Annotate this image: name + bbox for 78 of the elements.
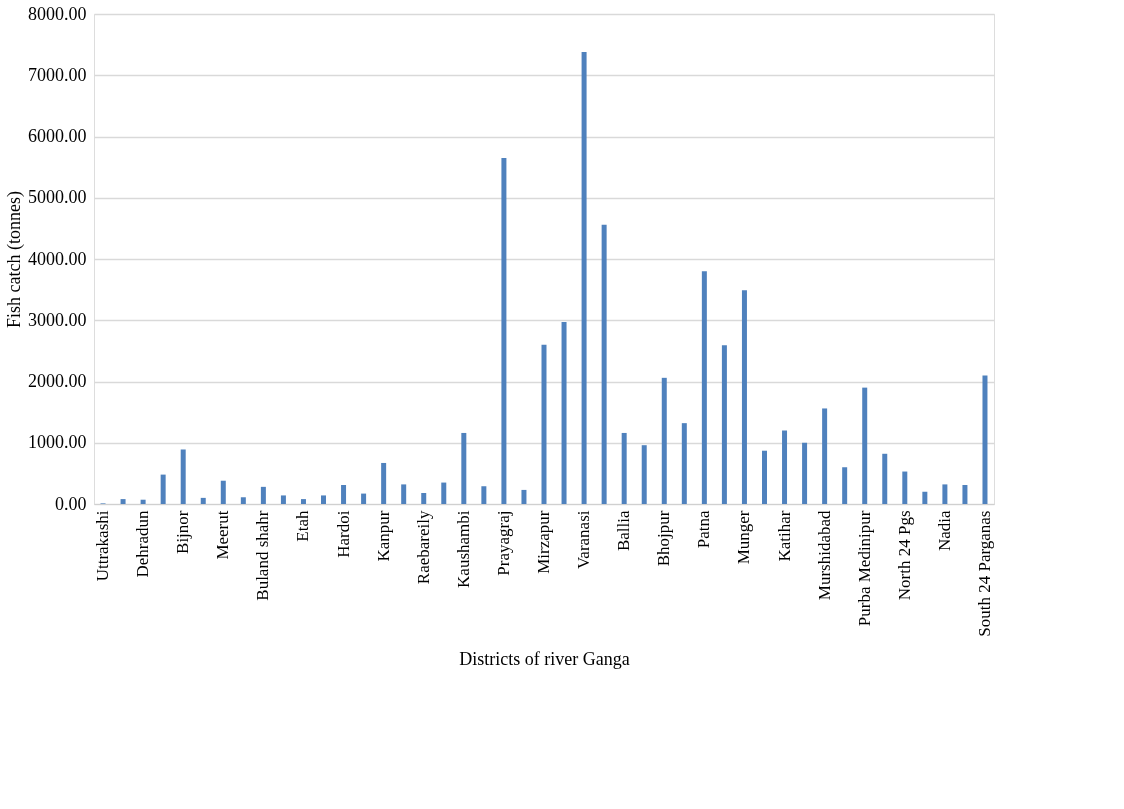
bar (160, 474, 166, 504)
bar (220, 480, 226, 504)
bar (321, 495, 327, 504)
x-tick-label: Kaushambi (453, 510, 473, 588)
y-tick-label: 5000.00 (28, 187, 87, 208)
bar (701, 271, 707, 504)
x-tick-label: North 24 Pgs (894, 510, 914, 601)
y-tick-label: 7000.00 (28, 64, 87, 85)
bar (601, 224, 607, 504)
bar (501, 157, 507, 504)
bar (782, 430, 788, 504)
bar (300, 499, 306, 504)
bar (401, 484, 407, 504)
bar (441, 482, 447, 504)
bar (621, 432, 627, 504)
bar (681, 423, 687, 504)
bar (641, 445, 647, 504)
bar (822, 408, 828, 504)
x-tick-label: Murshidabad (814, 510, 834, 601)
y-tick-label: 6000.00 (28, 126, 87, 146)
bar (802, 442, 808, 504)
bar (842, 467, 848, 504)
y-tick-label: 8000.00 (28, 3, 87, 24)
bar (741, 290, 747, 504)
x-tick-label: Kanpur (373, 510, 393, 562)
x-tick-label: Purba Medinipur (854, 510, 874, 627)
bar (721, 345, 727, 504)
y-tick-label: 1000.00 (28, 432, 87, 453)
bar (361, 493, 367, 504)
bar (341, 485, 347, 504)
x-tick-label: Meerut (213, 510, 233, 560)
x-tick-label: South 24 Parganas (974, 510, 994, 637)
bar (481, 486, 487, 504)
bar (761, 450, 767, 504)
x-tick-label: Bhojpur (654, 510, 674, 567)
bar (240, 497, 246, 504)
y-tick-label: 4000.00 (28, 248, 87, 269)
x-tick-label: Etah (293, 510, 313, 542)
bar (581, 51, 587, 504)
bar (140, 499, 146, 504)
x-tick-label: Uttrakashi (93, 510, 113, 582)
bar (120, 499, 126, 504)
bar (180, 449, 186, 504)
bar (942, 484, 948, 504)
x-tick-label: Patna (694, 510, 714, 549)
bar (962, 485, 968, 504)
bar (200, 497, 206, 504)
bar (661, 377, 667, 504)
x-tick-label: Ballia (614, 510, 634, 552)
x-tick-label: Nadia (934, 510, 954, 552)
x-tick-label: Varanasi (574, 510, 594, 570)
x-tick-label: Katihar (774, 510, 794, 562)
x-tick-label: Munger (734, 510, 754, 565)
bar (982, 375, 988, 504)
bar (882, 453, 888, 504)
bar (902, 471, 908, 504)
bar (381, 462, 387, 504)
bar (922, 491, 928, 504)
bar (561, 322, 567, 504)
x-tick-label: Prayagraj (493, 510, 513, 576)
bar (421, 492, 427, 504)
x-axis-title: Districts of river Ganga (459, 648, 630, 669)
y-tick-label: 3000.00 (28, 309, 87, 330)
y-tick-label: 0.00 (55, 493, 87, 514)
bar (260, 486, 266, 504)
bar (461, 432, 467, 504)
x-tick-label: Hardoi (333, 510, 353, 558)
bar (521, 489, 527, 504)
x-tick-label: Mirzapur (534, 510, 553, 574)
x-tick-label: Dehradun (133, 510, 153, 578)
y-tick-label: 2000.00 (28, 371, 87, 391)
bar (541, 344, 547, 504)
y-axis-title: Fish catch (tonnes) (4, 191, 25, 328)
x-tick-label: Buland shahr (253, 510, 273, 601)
bar (862, 387, 868, 504)
x-tick-label: Raebareily (413, 510, 433, 585)
x-tick-label: Bijnor (173, 510, 193, 554)
bar (280, 495, 286, 504)
